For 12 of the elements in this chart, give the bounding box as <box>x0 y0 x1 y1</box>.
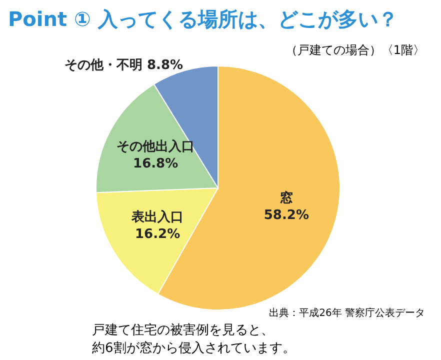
slice-label: その他・不明 8.8% <box>64 58 184 73</box>
slice-label: その他出入口 <box>116 138 195 155</box>
chart-subtitle: （戸建ての場合）〈1階〉 <box>285 43 425 57</box>
data-label: 16.2% <box>134 226 180 242</box>
text: 戸建て住宅の被害例を見ると、 <box>92 322 274 338</box>
data-label: 16.8% <box>133 156 178 172</box>
data-label: 58.2% <box>264 208 309 224</box>
text: 約6割が窓から侵入されています。 <box>92 340 296 356</box>
chart-title: Point ① 入ってくる場所は、どこが多い？ <box>8 7 398 31</box>
slice-label: 表出入口 <box>130 208 184 225</box>
slice-label: 窓 <box>280 190 293 206</box>
source-note: 出典：平成26年 警察庁公表データ <box>269 307 425 319</box>
